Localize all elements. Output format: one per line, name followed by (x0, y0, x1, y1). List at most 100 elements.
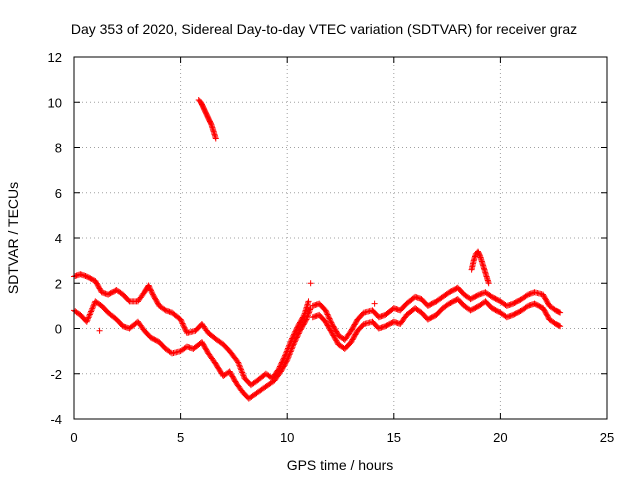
data-point (95, 283, 102, 290)
data-point (542, 310, 549, 317)
data-point (282, 359, 289, 366)
data-point (351, 332, 358, 339)
data-point (294, 324, 301, 331)
data-point (352, 320, 359, 327)
data-point (181, 324, 188, 331)
data-point (485, 280, 492, 287)
data-point (97, 286, 104, 293)
data-point (348, 337, 355, 344)
x-tick-label: 20 (493, 430, 507, 445)
data-point (287, 349, 294, 356)
y-tick-label: 0 (55, 322, 62, 337)
data-point (301, 318, 308, 325)
data-point (351, 321, 358, 328)
data-point (239, 370, 246, 377)
data-point (96, 285, 103, 292)
data-point (285, 354, 292, 361)
data-point (352, 331, 359, 338)
data-point (327, 318, 334, 325)
data-point (545, 300, 552, 307)
data-point (284, 357, 291, 364)
data-point (96, 327, 103, 334)
series-evening-track-b (309, 296, 564, 352)
data-point (543, 311, 550, 318)
data-point (298, 325, 305, 332)
data-point (540, 306, 547, 313)
data-point (235, 360, 242, 367)
data-point (236, 363, 243, 370)
data-point (148, 287, 155, 294)
data-point (180, 321, 187, 328)
data-point (201, 344, 208, 351)
data-point (238, 366, 245, 373)
data-point (89, 304, 96, 311)
series-evening-track-a (309, 284, 564, 343)
axis-ticks (73, 56, 608, 420)
data-point (149, 291, 156, 298)
x-tick-label: 0 (70, 430, 77, 445)
data-point (307, 280, 314, 287)
y-tick-label: 10 (48, 95, 62, 110)
data-point (543, 297, 550, 304)
data-point (305, 310, 312, 317)
data-point (152, 295, 159, 302)
data-point (323, 321, 330, 328)
data-point (299, 315, 306, 322)
data-point (301, 320, 308, 327)
data-point (92, 277, 99, 284)
data-point (327, 327, 334, 334)
data-point (329, 331, 336, 338)
data-point (238, 368, 245, 375)
data-point (85, 315, 92, 322)
data-point (93, 280, 100, 287)
data-point (148, 288, 155, 295)
data-point (239, 369, 246, 376)
data-point (161, 306, 168, 313)
data-point (94, 281, 101, 288)
data-point (307, 306, 314, 313)
data-point (289, 344, 296, 351)
data-point (351, 322, 358, 329)
data-point (280, 363, 287, 370)
data-point (556, 309, 563, 316)
data-point (85, 314, 92, 321)
data-point (540, 305, 547, 312)
data-point (331, 335, 338, 342)
data-point (281, 362, 288, 369)
data-point (331, 333, 338, 340)
data-point (88, 308, 95, 315)
data-point (203, 346, 210, 353)
data-point (556, 322, 563, 329)
data-point (230, 376, 237, 383)
data-point (325, 323, 332, 330)
data-point (288, 347, 295, 354)
tick-labels: 0 5 10 15 20 25 -4 -2 0 2 4 6 8 10 12 (48, 50, 615, 445)
data-point (285, 352, 292, 359)
y-tick-label: 8 (55, 141, 62, 156)
data-point (226, 368, 233, 375)
data-point (348, 326, 355, 333)
data-marks (71, 96, 564, 402)
data-point (328, 319, 335, 326)
data-point (86, 312, 93, 319)
data-point (150, 292, 157, 299)
data-point (542, 308, 549, 315)
data-point (293, 325, 300, 332)
data-point (230, 374, 237, 381)
data-point (179, 320, 186, 327)
data-point (288, 345, 295, 352)
data-point (291, 339, 298, 346)
data-point (152, 296, 159, 303)
data-point (306, 309, 313, 316)
y-tick-label: 6 (55, 186, 62, 201)
data-point (326, 326, 333, 333)
series-morning-spike (195, 96, 219, 142)
data-point (557, 323, 564, 330)
data-point (277, 368, 284, 375)
data-point (286, 351, 293, 358)
data-point (237, 365, 244, 372)
data-point (348, 339, 355, 346)
data-point (325, 314, 332, 321)
data-point (306, 307, 313, 314)
data-point (90, 302, 97, 309)
